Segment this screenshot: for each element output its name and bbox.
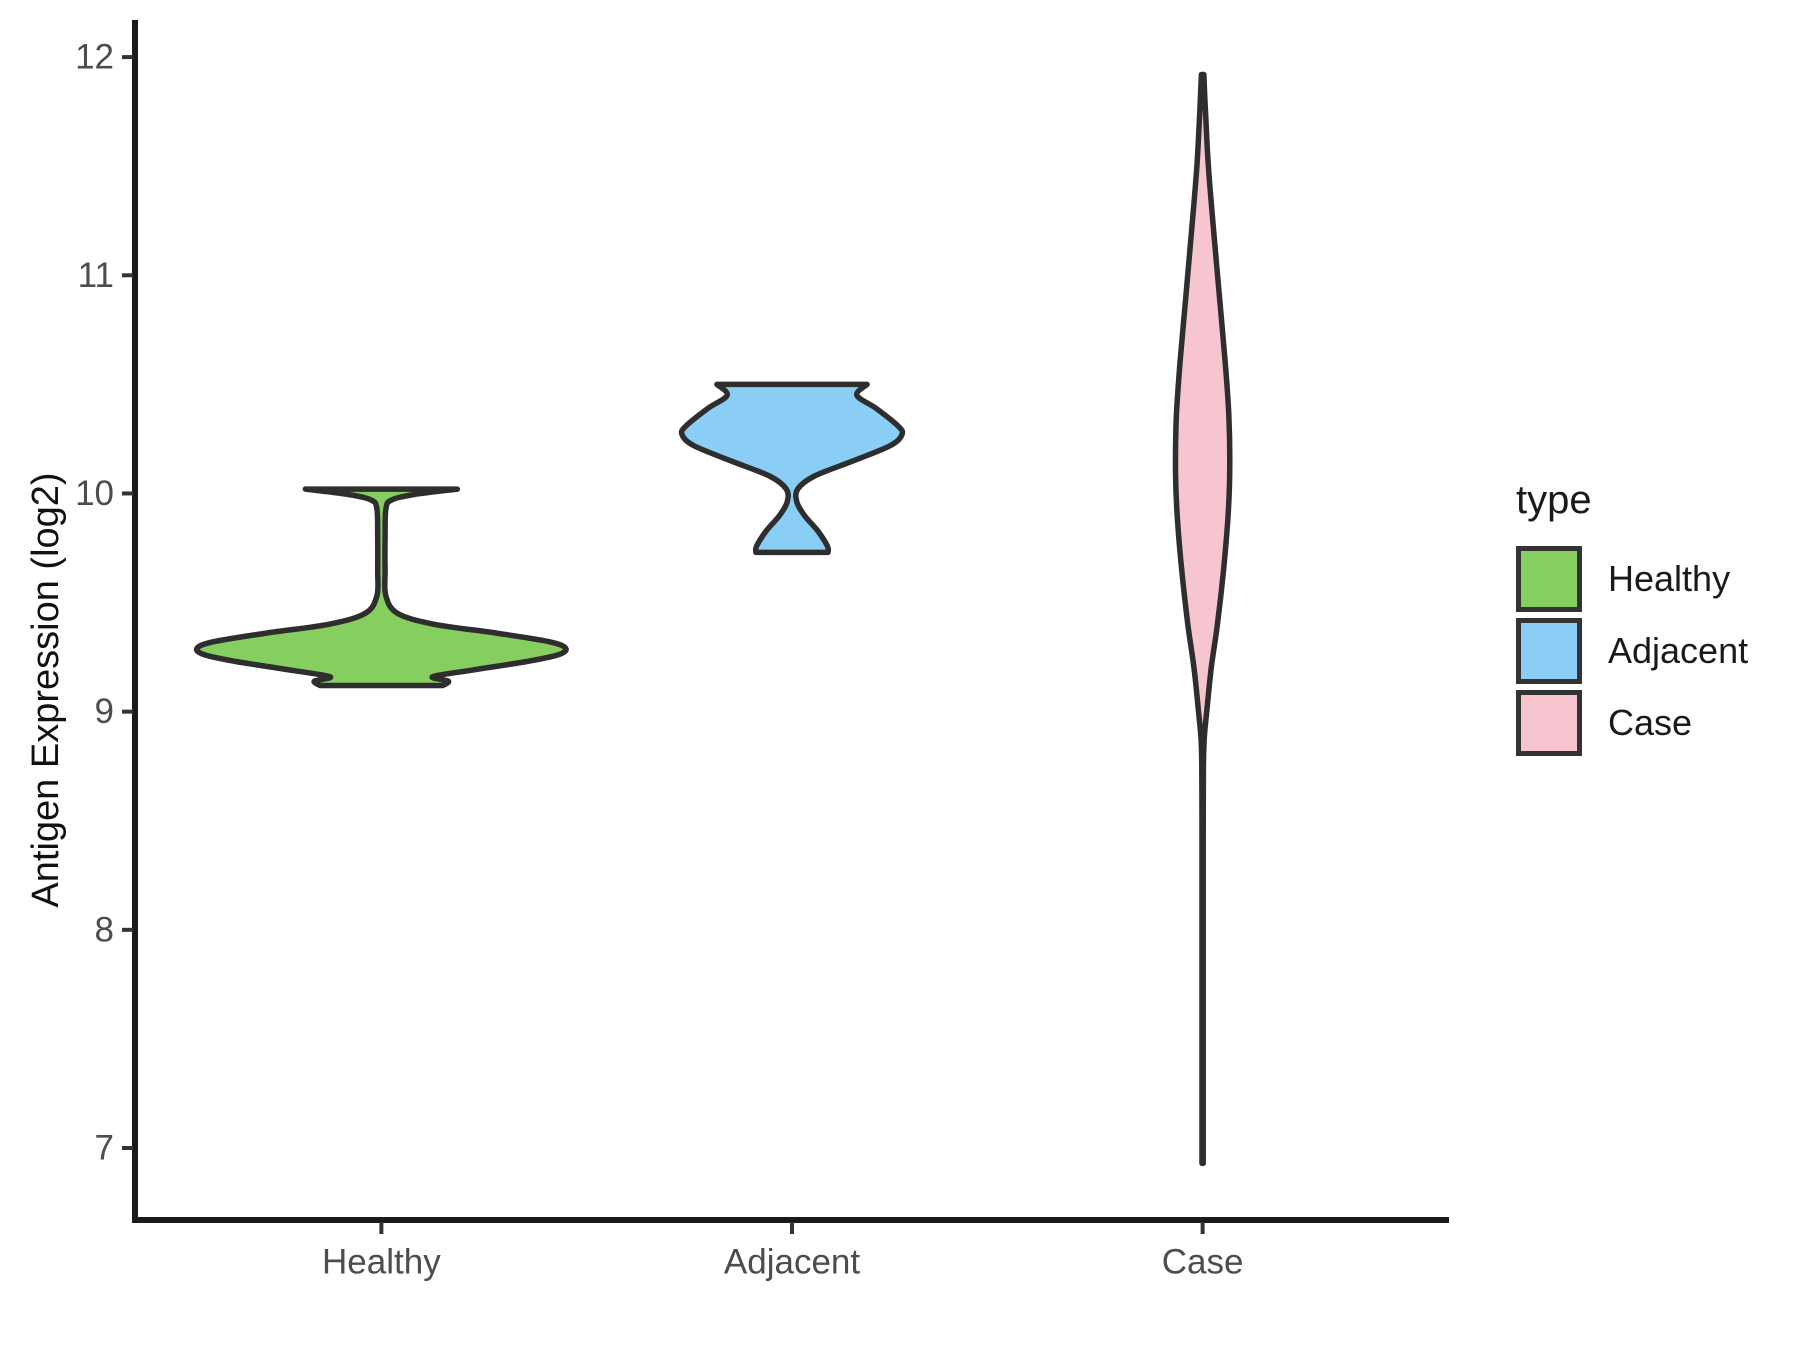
y-tick-label: 7 xyxy=(95,1129,114,1168)
legend: type Healthy Adjacent Case xyxy=(1516,478,1748,762)
x-tick-label: Case xyxy=(1162,1243,1244,1282)
legend-label-adjacent: Adjacent xyxy=(1608,630,1749,671)
y-tick-label: 9 xyxy=(95,692,114,731)
violin-healthy xyxy=(193,486,569,689)
x-tick-label: Adjacent xyxy=(724,1243,860,1282)
y-tick-label: 8 xyxy=(95,910,114,949)
legend-row-adjacent: Adjacent xyxy=(1516,618,1748,684)
y-tick-label: 11 xyxy=(78,256,114,295)
y-axis-title: Antigen Expression (log2) xyxy=(25,472,67,907)
legend-swatch-adjacent xyxy=(1516,618,1582,684)
legend-title: type xyxy=(1516,478,1592,522)
legend-swatch-healthy xyxy=(1516,546,1582,612)
x-tick-label: Healthy xyxy=(322,1243,441,1282)
legend-swatch-case xyxy=(1516,690,1582,756)
violin-case xyxy=(1172,71,1233,1167)
legend-label-case: Case xyxy=(1608,702,1693,743)
y-tick-label: 10 xyxy=(75,474,114,513)
violin-adjacent xyxy=(678,381,906,556)
legend-label-healthy: Healthy xyxy=(1608,558,1731,599)
legend-row-case: Case xyxy=(1516,690,1748,756)
y-tick-label: 12 xyxy=(75,38,114,77)
legend-row-healthy: Healthy xyxy=(1516,546,1748,612)
